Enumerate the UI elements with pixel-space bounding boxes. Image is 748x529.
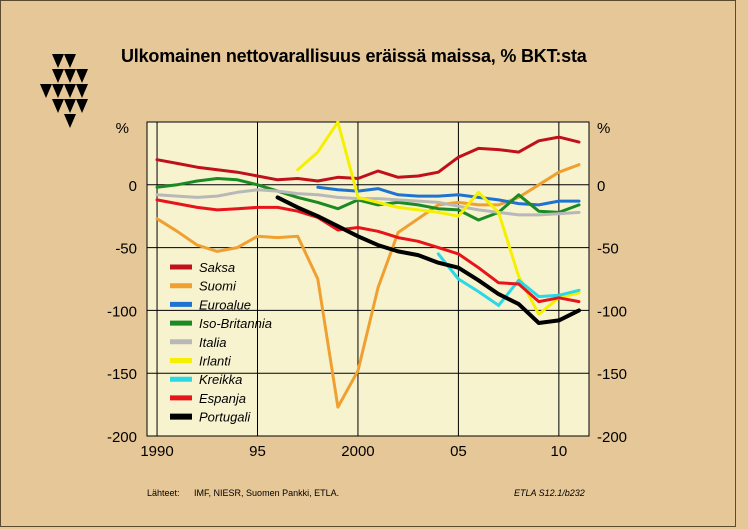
x-tick-label: 05 bbox=[450, 443, 467, 460]
series-line-iso-britannia bbox=[155, 177, 581, 222]
source-text: IMF, NIESR, Suomen Pankki, ETLA. bbox=[194, 488, 340, 498]
series-line-euroalue bbox=[316, 185, 581, 207]
legend-label: Espanja bbox=[199, 391, 246, 406]
series-line-saksa bbox=[155, 135, 581, 183]
series-line-kreikka bbox=[436, 252, 581, 307]
legend-label: Suomi bbox=[199, 279, 237, 294]
y-tick-label-right: 0 bbox=[597, 178, 605, 195]
legend-label: Saksa bbox=[199, 260, 235, 275]
series-line-espanja bbox=[155, 198, 581, 304]
y-tick-label-left: -150 bbox=[107, 366, 137, 383]
source-label: Lähteet: bbox=[147, 488, 180, 498]
x-tick-label: 2000 bbox=[341, 443, 374, 460]
x-tick-label: 1990 bbox=[140, 443, 173, 460]
y-tick-label-right: -200 bbox=[597, 429, 627, 446]
legend-label: Kreikka bbox=[199, 372, 242, 387]
legend-label: Italia bbox=[199, 335, 226, 350]
plot-border bbox=[146, 121, 590, 437]
y-unit-left: % bbox=[116, 120, 129, 137]
series-line-portugali bbox=[275, 195, 581, 325]
legend-label: Portugali bbox=[199, 410, 251, 425]
legend-label: Euroalue bbox=[199, 297, 251, 312]
x-tick-label: 10 bbox=[551, 443, 568, 460]
y-tick-label-left: -100 bbox=[107, 303, 137, 320]
y-tick-label-left: -200 bbox=[107, 429, 137, 446]
chart-title: Ulkomainen nettovarallisuus eräissä mais… bbox=[121, 46, 587, 66]
chart-code: ETLA S12.1/b232 bbox=[514, 488, 585, 498]
y-tick-label-right: -100 bbox=[597, 303, 627, 320]
y-tick-label-left: -50 bbox=[115, 241, 137, 258]
etla-logo bbox=[40, 54, 88, 128]
y-tick-label-right: -150 bbox=[597, 366, 627, 383]
x-tick-label: 95 bbox=[249, 443, 266, 460]
series-line-irlanti bbox=[296, 120, 581, 316]
y-tick-label-left: 0 bbox=[129, 178, 137, 195]
source-note: Lähteet: IMF, NIESR, Suomen Pankki, ETLA… bbox=[147, 488, 351, 498]
y-unit-right: % bbox=[597, 120, 610, 137]
legend-label: Iso-Britannia bbox=[199, 316, 272, 331]
legend-label: Irlanti bbox=[199, 354, 232, 369]
y-tick-label-right: -50 bbox=[597, 241, 619, 258]
